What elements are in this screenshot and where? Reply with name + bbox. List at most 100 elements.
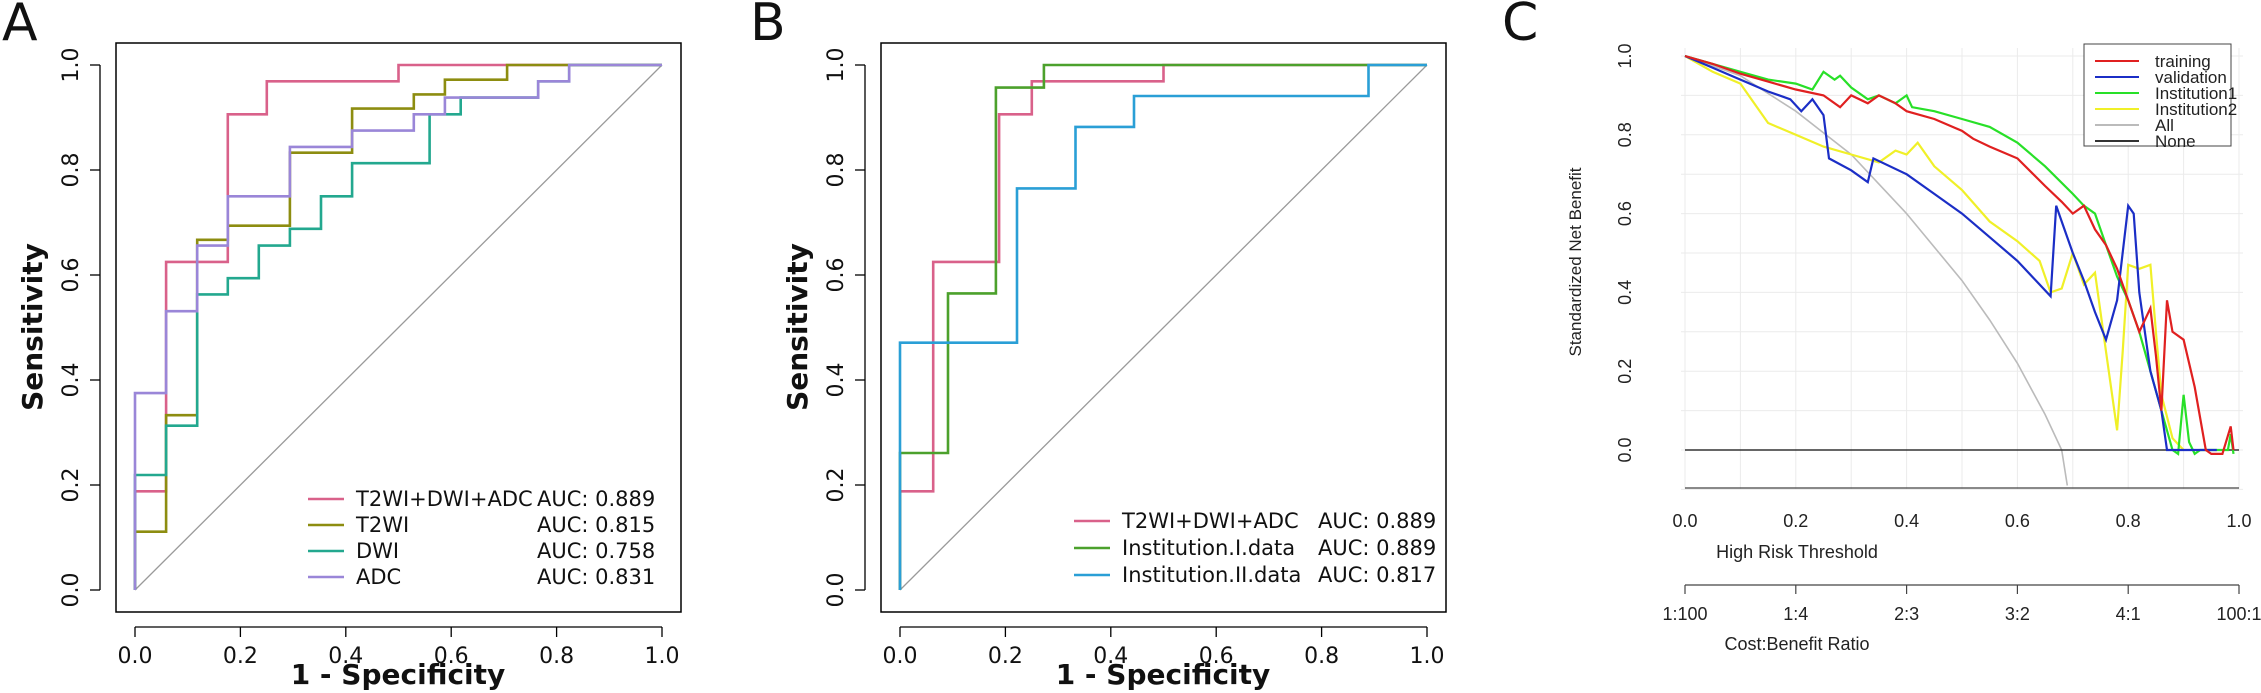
panel-b-label: B [750, 0, 786, 53]
panel-b-x-tick-label: 0.4 [1093, 644, 1128, 669]
panel-c-x-tick-label: 0.0 [1672, 511, 1697, 531]
legend-entry-all: All [2095, 116, 2174, 135]
legend-label: ADC [356, 565, 401, 589]
panel-c-y-axis-title: Standardized Net Benefit [1566, 167, 1585, 356]
panel-a: A 0.0 0.2 0.4 0.6 0.8 1.0 0.0 0.2 0.4 0.… [2, 0, 682, 691]
roc-curve-adc [133, 63, 662, 590]
panel-a-x-tick-label: 0.8 [539, 644, 574, 669]
panel-c-series [1684, 54, 2239, 486]
roc-curve-institution-ii-data [898, 63, 1427, 590]
panel-c-y-tick-label: 0.4 [1615, 280, 1635, 305]
panel-a-series [133, 63, 662, 590]
legend-entry-institution1: Institution1 [2095, 84, 2237, 103]
panel-b-plot-box [880, 42, 1447, 613]
legend-label: training [2155, 52, 2211, 71]
panel-c-x-tick-label: 0.8 [2116, 511, 2141, 531]
panel-a-x-tick-label: 1.0 [645, 644, 680, 669]
panel-c: C 0.0 0.2 0.4 0.6 0.8 1.0 0.0 0.2 0.4 0.… [1502, 0, 2261, 654]
legend-label: Institution.II.data [1122, 563, 1301, 587]
panel-a-x-tick-label: 0.2 [223, 644, 258, 669]
decision-curve-validation [1684, 54, 2217, 452]
panel-a-x-tick-label: 0.4 [328, 644, 363, 669]
legend-label: DWI [356, 539, 399, 563]
legend-label: None [2155, 132, 2196, 151]
diagonal-reference-line [134, 64, 663, 591]
panel-c-y-tick-label: 0.8 [1615, 122, 1635, 147]
panel-c-x-tick-label: 0.6 [2005, 511, 2030, 531]
panel-a-label: A [2, 0, 38, 53]
legend-auc: AUC: 0.831 [537, 565, 655, 589]
roc-curve-t2wi-dwi-adc [898, 63, 1427, 590]
panel-b-reference-line [899, 64, 1428, 591]
cost-benefit-tick-label: 2:3 [1894, 604, 1919, 624]
cost-benefit-axis-title: Cost:Benefit Ratio [1724, 634, 1869, 654]
legend-entry-adc: ADC AUC: 0.831 [308, 565, 655, 589]
panel-b-y-tick-label: 0.0 [824, 573, 849, 608]
legend-entry-none: None [2095, 132, 2196, 151]
panel-b-y-tick-label: 0.2 [824, 468, 849, 503]
panel-b-x-axis-title: 1 - Specificity [1056, 658, 1271, 691]
legend-entry-validation: validation [2095, 68, 2227, 87]
panel-b-x-tick-label: 0.8 [1304, 644, 1339, 669]
legend-label: validation [2155, 68, 2227, 87]
panel-c-y-axis: 0.0 0.2 0.4 0.6 0.8 1.0 [1615, 43, 1635, 462]
legend-label: T2WI+DWI+ADC [1121, 509, 1299, 533]
diagonal-reference-line [899, 64, 1428, 591]
legend-auc: AUC: 0.758 [537, 539, 655, 563]
panel-c-x-axis: 0.0 0.2 0.4 0.6 0.8 1.0 [1672, 487, 2252, 531]
cost-benefit-tick-label: 1:4 [1783, 604, 1808, 624]
legend-label: All [2155, 116, 2174, 135]
panel-c-y-tick-label: 0.6 [1615, 201, 1635, 226]
panel-a-y-tick-label: 0.0 [59, 573, 84, 608]
legend-auc: AUC: 0.815 [537, 513, 655, 537]
panel-b-x-tick-label: 1.0 [1410, 644, 1445, 669]
panel-b-series [898, 63, 1427, 590]
panel-a-reference-line [134, 64, 663, 591]
panel-a-y-tick-label: 0.6 [59, 258, 84, 293]
panel-c-cost-benefit-axis: 1:100 1:4 2:3 3:2 4:1 100:1 [1662, 584, 2261, 624]
panel-a-x-axis-title: 1 - Specificity [291, 658, 506, 691]
cost-benefit-tick-label: 100:1 [2216, 604, 2261, 624]
legend-auc: AUC: 0.889 [1318, 536, 1436, 560]
panel-a-y-tick-label: 1.0 [59, 48, 84, 83]
panel-a-x-tick-label: 0.0 [118, 644, 153, 669]
roc-curve-institution-i-data [898, 63, 1427, 590]
panel-b-y-tick-label: 0.6 [824, 258, 849, 293]
decision-curve-training [1684, 54, 2235, 455]
legend-entry-institution-ii: Institution.II.data AUC: 0.817 [1074, 563, 1436, 587]
panel-a-x-axis: 0.0 0.2 0.4 0.6 0.8 1.0 [118, 626, 680, 669]
panel-c-x-tick-label: 1.0 [2226, 511, 2251, 531]
panel-a-y-tick-label: 0.2 [59, 468, 84, 503]
panel-a-y-tick-label: 0.8 [59, 153, 84, 188]
panel-c-y-tick-label: 0.2 [1615, 359, 1635, 384]
legend-entry-t2wi-dwi-adc: T2WI+DWI+ADC AUC: 0.889 [1074, 509, 1436, 533]
panel-b-y-axis: 0.0 0.2 0.4 0.6 0.8 1.0 [824, 48, 866, 608]
cost-benefit-tick-label: 1:100 [1662, 604, 1707, 624]
legend-entry-t2wi: T2WI AUC: 0.815 [308, 513, 655, 537]
legend-label: Institution1 [2155, 84, 2237, 103]
roc-curve-t2wi-dwi-adc [133, 63, 662, 590]
panel-a-plot-box [115, 42, 682, 613]
legend-auc: AUC: 0.889 [537, 487, 655, 511]
panel-b-x-tick-label: 0.6 [1199, 644, 1234, 669]
panel-b: B 0.0 0.2 0.4 0.6 0.8 1.0 0.0 0.2 0.4 0.… [750, 0, 1447, 691]
panel-c-y-tick-label: 0.0 [1615, 437, 1635, 462]
panel-a-x-tick-label: 0.6 [434, 644, 469, 669]
legend-entry-training: training [2095, 52, 2211, 71]
decision-curve-all [1684, 55, 2069, 486]
panel-b-x-axis: 0.0 0.2 0.4 0.6 0.8 1.0 [883, 626, 1445, 669]
panel-c-x-tick-label: 0.4 [1894, 511, 1919, 531]
panel-b-legend: T2WI+DWI+ADC AUC: 0.889 Institution.I.da… [1074, 509, 1436, 587]
legend-entry-dwi: DWI AUC: 0.758 [308, 539, 655, 563]
panel-a-legend: T2WI+DWI+ADC AUC: 0.889 T2WI AUC: 0.815 … [308, 487, 655, 589]
decision-curve-institution1 [1684, 54, 2235, 456]
cost-benefit-tick-label: 4:1 [2116, 604, 2141, 624]
panel-a-y-axis: 0.0 0.2 0.4 0.6 0.8 1.0 [59, 48, 101, 608]
panel-b-y-tick-label: 0.8 [824, 153, 849, 188]
cost-benefit-tick-label: 3:2 [2005, 604, 2030, 624]
panel-a-y-tick-label: 0.4 [59, 363, 84, 398]
legend-label: Institution.I.data [1122, 536, 1295, 560]
panel-c-y-tick-label: 1.0 [1615, 43, 1635, 68]
legend-auc: AUC: 0.889 [1318, 509, 1436, 533]
panel-c-legend: training validation Institution1 Institu… [2083, 43, 2237, 151]
